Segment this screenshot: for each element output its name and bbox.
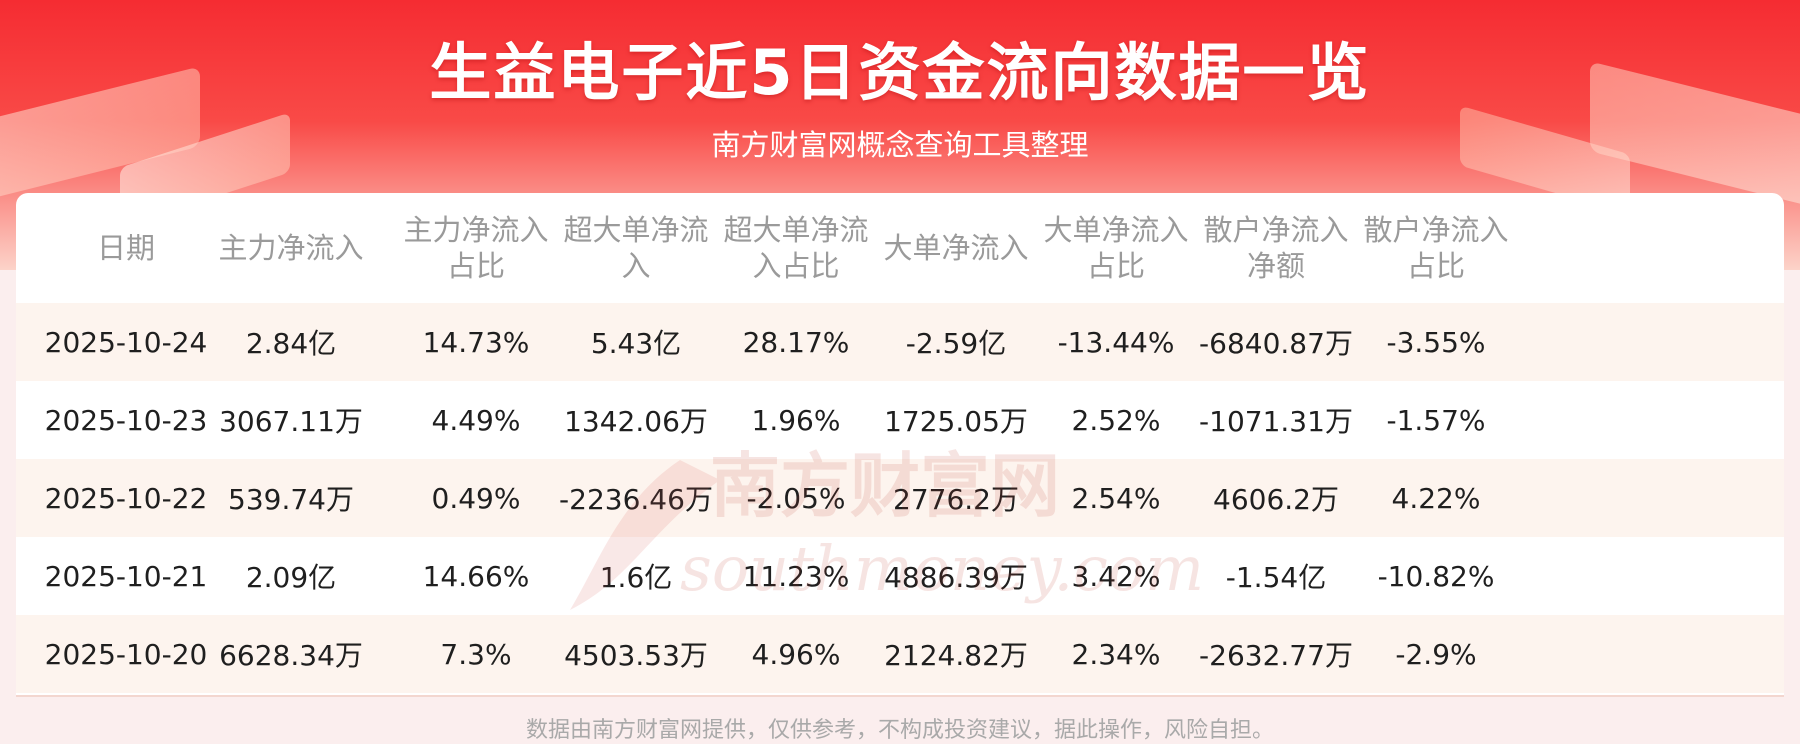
table-cell: 7.3% <box>440 637 512 671</box>
column-header: 散户净流入 净额 <box>1203 213 1349 283</box>
table-cell: -10.82% <box>1377 559 1495 593</box>
table-row: 2025-10-21 2.09亿 14.66% 1.6亿 11.23% 4886.39万 3… <box>16 537 1784 615</box>
column-header: 散户净流入 占比 <box>1363 213 1509 283</box>
table-row: 2025-10-22 539.74万 0.49% -2236.46万 -2.05% 277… <box>16 459 1784 537</box>
table-cell: 3.42% <box>1071 559 1161 593</box>
table-cell: -13.44% <box>1057 325 1175 359</box>
table-row: 2025-10-20 6628.34万 7.3% 4503.53万 4.96% 2124.… <box>16 615 1784 693</box>
table-cell: 2.54% <box>1071 481 1161 515</box>
table-cell: 4503.53万 <box>564 639 708 672</box>
table-cell: 4.96% <box>751 637 841 671</box>
table-cell: 4886.39万 <box>884 561 1028 594</box>
table-cell-date: 2025-10-23 <box>44 403 208 437</box>
table-cell: 539.74万 <box>228 483 354 516</box>
column-header: 日期 <box>96 231 155 265</box>
table-cell: 4606.2万 <box>1213 483 1339 516</box>
table-cell: 1342.06万 <box>564 405 708 438</box>
table-cell: -1.54亿 <box>1225 561 1327 594</box>
table-cell: -2.9% <box>1395 637 1477 671</box>
table-row: 2025-10-23 3067.11万 4.49% 1342.06万 1.96% 1725… <box>16 381 1784 459</box>
column-header: 大单净流入 占比 <box>1043 213 1189 283</box>
page-title: 生益电子近5日资金流向数据一览 <box>429 36 1371 109</box>
table-header: 日期 主力净流入 主力净流入 占比 超大单净流 入超大单净流 入占比 大单净流入 大单净流… <box>16 193 1784 303</box>
table-cell: 14.66% <box>422 559 530 593</box>
table-cell: 14.73% <box>422 325 530 359</box>
column-header: 大单净流入 <box>883 231 1029 265</box>
table-cell: -3.55% <box>1386 325 1486 359</box>
table-cell: -2236.46万 <box>559 483 713 516</box>
table-cell: 0.49% <box>431 481 521 515</box>
table-cell: 2.52% <box>1071 403 1161 437</box>
table-cell: 4.49% <box>431 403 521 437</box>
table-cell: 1.6亿 <box>599 561 673 594</box>
disclaimer: 数据由南方财富网提供，仅供参考，不构成投资建议，据此操作，风险自担。 <box>525 718 1274 743</box>
table-cell: 11.23% <box>742 559 850 593</box>
data-table: 日期 主力净流入 主力净流入 占比 超大单净流 入超大单净流 入占比 大单净流入 大单净流… <box>16 193 1784 697</box>
table-cell: -1.57% <box>1386 403 1486 437</box>
table-cell-date: 2025-10-20 <box>44 637 208 671</box>
table-cell: 3067.11万 <box>219 405 363 438</box>
table-cell: 1725.05万 <box>884 405 1028 438</box>
table-cell: -2632.77万 <box>1199 639 1353 672</box>
table-row: 2025-10-24 2.84亿 14.73% 5.43亿 28.17% -2.59亿 -1… <box>16 303 1784 381</box>
table-cell: -2.05% <box>746 481 846 515</box>
table-cell: 2.34% <box>1071 637 1161 671</box>
table-cell: -1071.31万 <box>1199 405 1353 438</box>
table-cell: 1.96% <box>751 403 841 437</box>
column-header: 超大单净流 入占比 <box>723 213 869 283</box>
table-cell: 5.43亿 <box>590 327 682 360</box>
page-subtitle: 南方财富网概念查询工具整理 <box>711 128 1089 162</box>
table-cell: 6628.34万 <box>219 639 363 672</box>
table-cell: 2.09亿 <box>245 561 337 594</box>
table-cell: 2124.82万 <box>884 639 1028 672</box>
table-cell-date: 2025-10-22 <box>44 481 208 515</box>
table-cell: -2.59亿 <box>905 327 1007 360</box>
column-header: 主力净流入 <box>218 231 364 265</box>
column-header: 超大单净流 入 <box>563 213 709 283</box>
table-cell-date: 2025-10-21 <box>44 559 208 593</box>
table-cell: 28.17% <box>742 325 850 359</box>
column-header: 主力净流入 占比 <box>403 213 549 283</box>
table-cell: 2776.2万 <box>893 483 1019 516</box>
table-cell: -6840.87万 <box>1199 327 1353 360</box>
table-cell: 4.22% <box>1391 481 1481 515</box>
table-cell-date: 2025-10-24 <box>44 325 208 359</box>
table-cell: 2.84亿 <box>245 327 337 360</box>
